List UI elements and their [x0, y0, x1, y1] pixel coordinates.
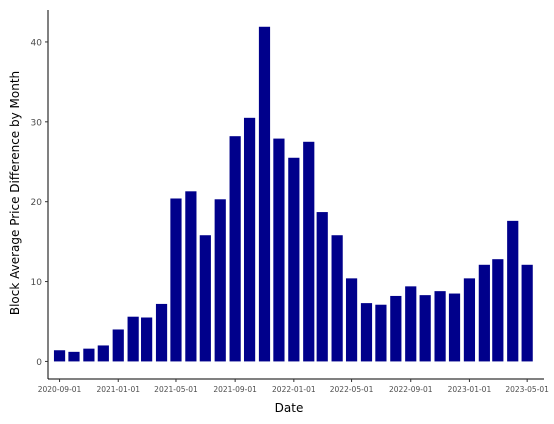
y-tick-label: 40	[31, 38, 43, 48]
bar-2021-10-01	[243, 117, 256, 362]
y-tick-label: 0	[36, 358, 42, 368]
bar-2022-07-01	[375, 304, 387, 362]
x-tick-label: 2021-05-01	[154, 385, 198, 394]
bar-2021-07-01	[199, 235, 211, 362]
bar-2021-05-01	[170, 198, 182, 362]
x-axis-ticks: 2020-09-01 2021-01-01 2021-05-01 2021-09-01…	[38, 379, 549, 394]
bar-2022-12-01	[448, 293, 461, 362]
x-tick-label: 2023-05-01	[505, 385, 549, 394]
x-tick-label: 2023-01-01	[448, 385, 492, 394]
y-axis-ticks: 0 10 20 30 40	[31, 38, 48, 368]
bar-2022-10-01	[419, 295, 431, 362]
bar-2021-11-01	[258, 26, 271, 362]
bar-2021-09-01	[229, 136, 241, 362]
bar-2023-01-01	[463, 278, 476, 362]
bar-2021-04-01	[155, 303, 168, 362]
x-tick-label: 2021-09-01	[213, 385, 257, 394]
bar-2022-09-01	[405, 286, 417, 362]
bar-2022-02-01	[303, 141, 315, 362]
bar-2022-03-01	[316, 212, 328, 362]
bar-2020-10-01	[68, 351, 80, 362]
x-tick-label: 2022-01-01	[272, 385, 316, 394]
x-tick-label: 2021-01-01	[96, 385, 140, 394]
bar-2020-09-01	[53, 350, 66, 362]
x-tick-label: 2022-05-01	[330, 385, 374, 394]
bar-2021-01-01	[112, 329, 124, 362]
x-axis-title: Date	[275, 401, 304, 415]
x-tick-label: 2020-09-01	[38, 385, 82, 394]
bar-2020-11-01	[83, 348, 95, 362]
y-tick-label: 20	[31, 198, 43, 208]
y-tick-label: 10	[31, 278, 43, 288]
bar-2023-05-01	[521, 264, 533, 362]
bar-2022-05-01	[345, 278, 358, 362]
bar-2021-12-01	[273, 138, 285, 362]
bar-2023-04-01	[507, 220, 519, 362]
bar-2022-06-01	[360, 303, 373, 362]
bar-2022-11-01	[434, 291, 446, 362]
y-tick-label: 30	[31, 118, 43, 128]
bar-2021-08-01	[214, 199, 226, 362]
bar-2021-03-01	[141, 317, 153, 362]
bar-2022-01-01	[288, 157, 300, 362]
x-tick-label: 2022-09-01	[389, 385, 433, 394]
bar-2022-08-01	[390, 295, 402, 362]
bar-2023-02-01	[478, 264, 490, 362]
bar-2022-04-01	[331, 235, 343, 362]
y-axis-title: Block Average Price Difference by Month	[8, 71, 22, 315]
bar-2023-03-01	[492, 259, 504, 362]
bars-group	[53, 26, 533, 362]
bar-2020-12-01	[97, 345, 109, 362]
bar-2021-02-01	[127, 316, 139, 362]
bar-2021-06-01	[185, 191, 197, 362]
